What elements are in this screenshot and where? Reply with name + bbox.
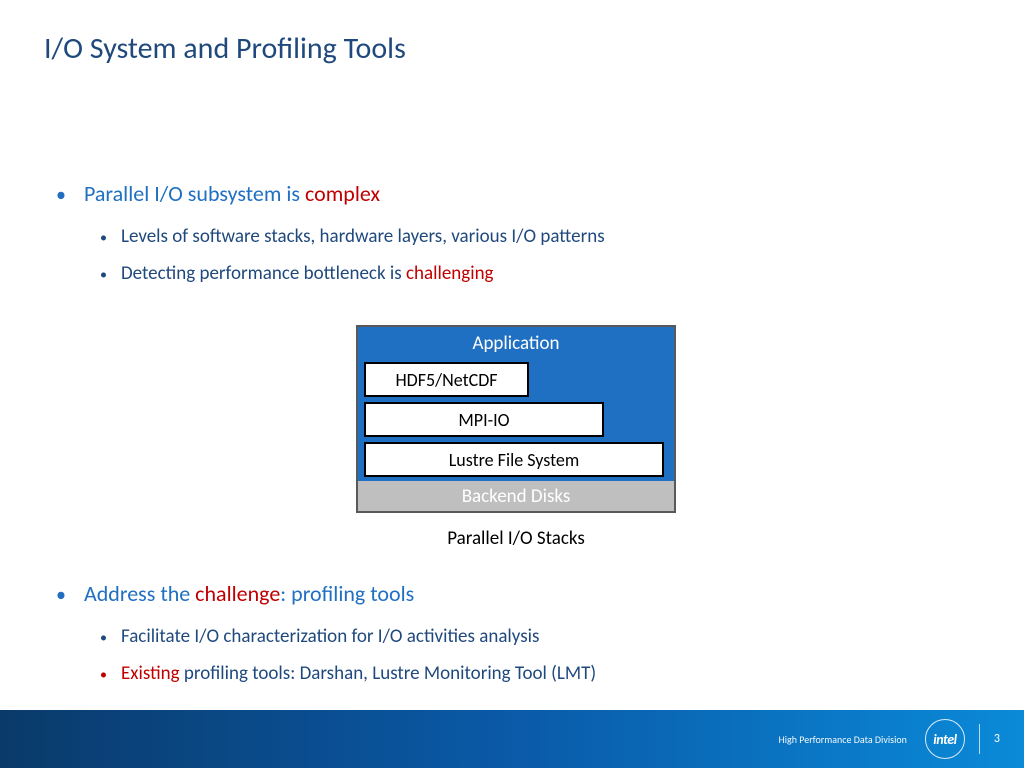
bullet-1-sub-2-text-a: Detecting performance bottleneck is <box>121 262 406 285</box>
bullet-dot-icon: • <box>100 666 107 683</box>
layer-lustre: Lustre File System <box>364 442 664 477</box>
page-number: 3 <box>994 732 1000 746</box>
bullet-dot-icon: • <box>100 266 107 283</box>
slide-footer: High Performance Data Division intel 3 <box>0 710 1024 768</box>
intel-logo-icon: intel <box>925 719 965 759</box>
content-block-1: • Parallel I/O subsystem is complex • Le… <box>56 180 984 299</box>
bullet-1: • Parallel I/O subsystem is complex <box>56 180 984 207</box>
stack-container: Application HDF5/NetCDF MPI-IO Lustre Fi… <box>356 325 676 513</box>
footer-division-text: High Performance Data Division <box>779 733 907 746</box>
bullet-dot-icon: • <box>100 629 107 646</box>
layer-mpiio: MPI-IO <box>364 402 604 437</box>
bullet-2-text-a: Address the <box>84 580 195 607</box>
io-stack-diagram: Application HDF5/NetCDF MPI-IO Lustre Fi… <box>356 325 676 550</box>
diagram-caption: Parallel I/O Stacks <box>356 527 676 550</box>
bullet-1-sub-1: • Levels of software stacks, hardware la… <box>100 225 984 248</box>
bullet-dot-icon: • <box>100 229 107 246</box>
bullet-1-text-b: complex <box>305 180 380 207</box>
bullet-2-sub-1: • Facilitate I/O characterization for I/… <box>100 625 984 648</box>
bullet-2-sub-2-text-b: profiling tools: Darshan, Lustre Monitor… <box>180 662 597 685</box>
bullet-1-sub-1-text: Levels of software stacks, hardware laye… <box>121 225 605 248</box>
slide-title: I/O System and Profiling Tools <box>44 30 406 67</box>
bullet-dot-icon: • <box>56 583 66 607</box>
bullet-1-sub-2-text-b: challenging <box>406 262 494 285</box>
content-block-2: • Address the challenge: profiling tools… <box>56 580 984 699</box>
layer-backend: Backend Disks <box>358 481 674 511</box>
bullet-2-sub-2-text-a: Existing <box>121 662 180 685</box>
bullet-dot-icon: • <box>56 183 66 207</box>
bullet-2-sub-1-text: Facilitate I/O characterization for I/O … <box>121 625 539 648</box>
bullet-2-text-c: : profiling tools <box>280 580 414 607</box>
bullet-2-sub-2: • Existing profiling tools: Darshan, Lus… <box>100 662 984 685</box>
bullet-1-sub-2: • Detecting performance bottleneck is ch… <box>100 262 984 285</box>
layer-hdf5: HDF5/NetCDF <box>364 362 529 397</box>
bullet-2: • Address the challenge: profiling tools <box>56 580 984 607</box>
bullet-2-text-b: challenge <box>195 580 280 607</box>
bullet-1-text-a: Parallel I/O subsystem is <box>84 180 305 207</box>
footer-separator <box>979 724 980 754</box>
